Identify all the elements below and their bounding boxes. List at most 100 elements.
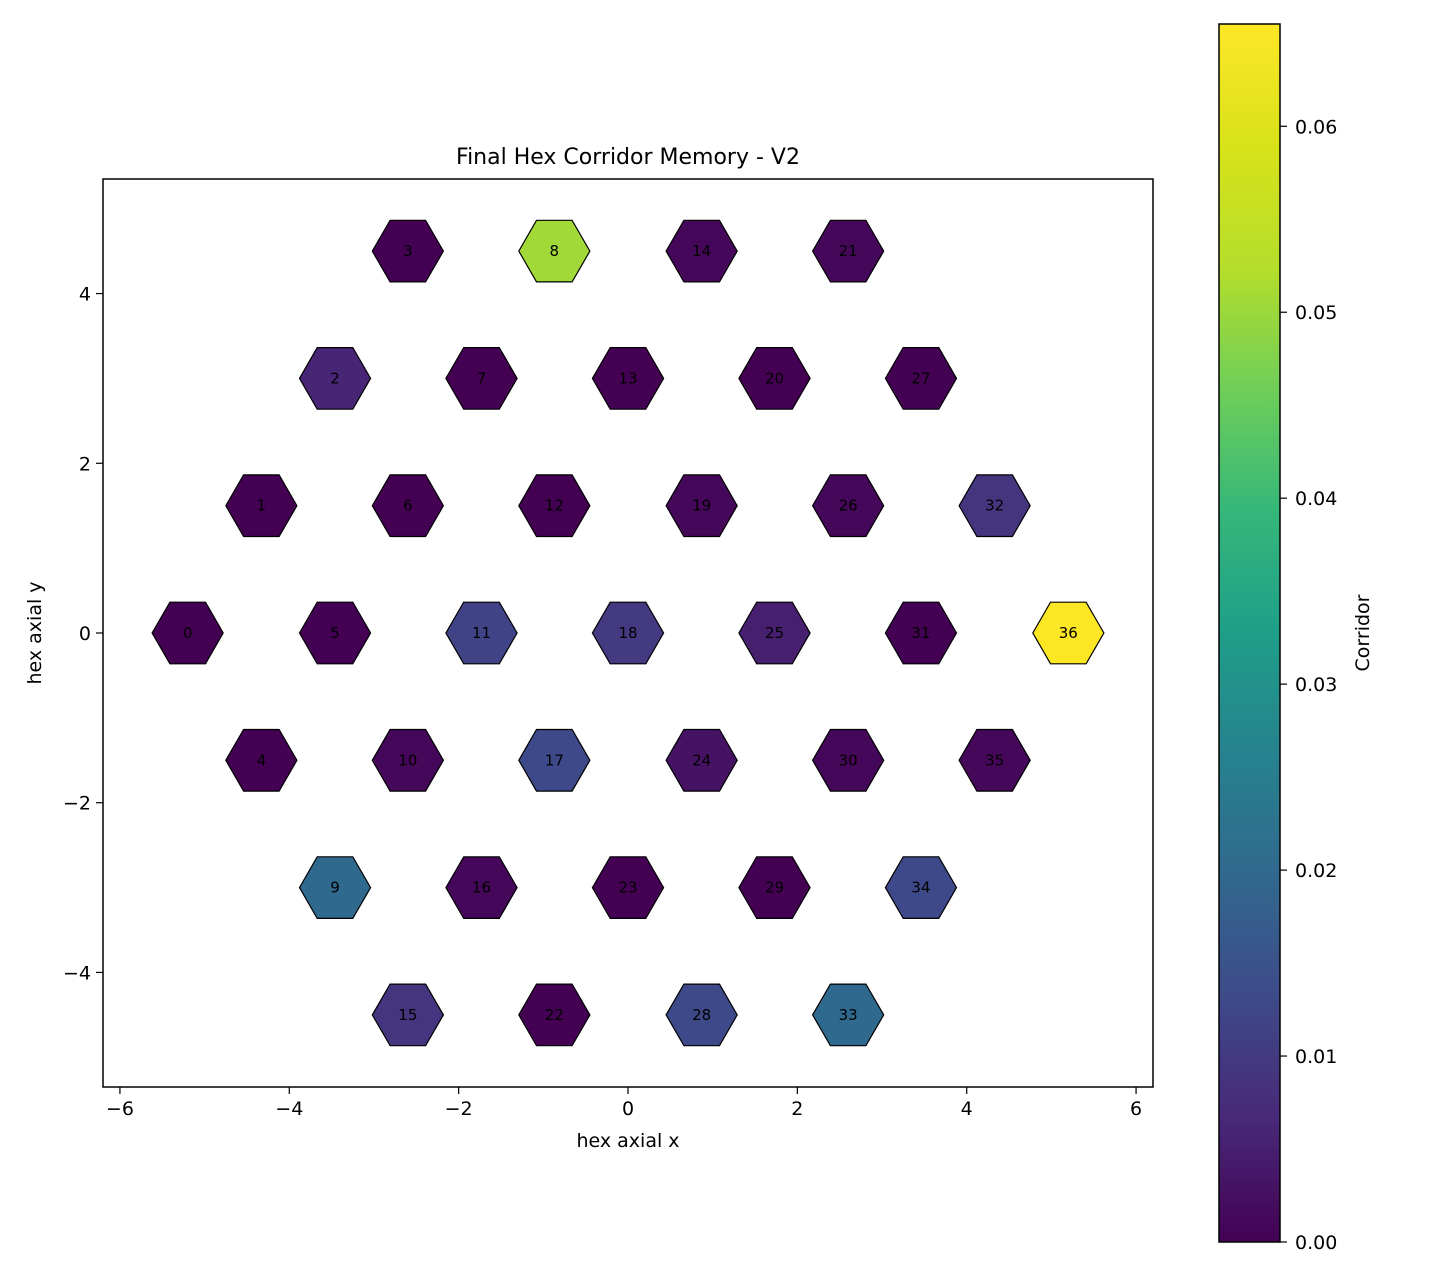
y-axis-ticks: −4 −2 0 2 4 [63,284,103,984]
hex-cell-35 [958,728,1031,792]
hex-cell-23 [591,856,665,920]
hex-cell-21 [811,219,885,283]
hex-cell-25 [738,601,811,665]
x-axis-ticks: −6 −4 −2 0 2 4 6 [106,1087,1142,1120]
hex-cell-label: 31 [911,624,930,642]
x-tick-label: −6 [106,1098,134,1120]
hex-cell-label: 22 [545,1006,564,1024]
hex-cell-15 [371,983,445,1047]
hex-cell-26 [811,474,885,538]
y-tick-label: 2 [79,453,91,475]
colorbar-tick-label: 0.05 [1295,302,1337,324]
hex-cell-label: 3 [403,242,413,260]
hex-cell-13 [591,347,665,410]
hex-cell-label: 36 [1059,624,1078,642]
hex-cell-18 [591,601,665,665]
x-tick-label: 6 [1130,1098,1142,1120]
colorbar-label: Corridor [1352,594,1374,671]
hex-cell-14 [665,219,738,283]
hex-cell-label: 18 [618,624,637,642]
hex-cell-label: 29 [765,879,784,897]
colorbar-tick-label: 0.02 [1295,860,1337,882]
hex-cell-2 [298,347,372,410]
hex-cell-label: 12 [545,497,564,515]
hex-cell-label: 17 [545,751,564,769]
colorbar-tick-label: 0.03 [1295,674,1337,696]
hex-cell-28 [665,983,738,1047]
hex-cell-17 [518,728,591,792]
hex-cell-label: 4 [257,751,267,769]
hex-cell-0 [151,601,224,665]
x-tick-label: −2 [445,1098,473,1120]
hex-cell-32 [958,474,1031,538]
hex-cell-label: 14 [692,242,711,260]
hex-cell-label: 6 [403,497,413,515]
hex-cell-label: 32 [985,497,1004,515]
hex-cell-12 [518,474,591,538]
hex-cell-label: 10 [398,751,417,769]
hex-cell-label: 15 [398,1006,417,1024]
y-tick-label: −4 [63,962,91,984]
x-tick-label: 2 [791,1098,803,1120]
hex-cell-label: 9 [330,879,340,897]
x-tick-label: −4 [275,1098,303,1120]
hex-cell-11 [445,601,518,665]
chart-title: Final Hex Corridor Memory - V2 [456,145,800,170]
x-tick-label: 0 [622,1098,634,1120]
hex-cell-label: 7 [477,369,487,387]
hex-cell-33 [811,983,885,1047]
colorbar: 0.00 0.01 0.02 0.03 0.04 0.05 0.06 Corridor [1218,23,1374,1254]
y-tick-label: −2 [63,793,91,815]
y-tick-label: 4 [79,284,91,306]
colorbar-tick-label: 0.06 [1295,116,1337,138]
hex-cell-9 [298,856,372,920]
hex-cell-label: 19 [692,497,711,515]
hex-cell-22 [518,983,591,1047]
hex-cell-label: 20 [765,369,784,387]
hex-cell-label: 34 [911,879,930,897]
hex-cell-label: 11 [472,624,491,642]
colorbar-tick-label: 0.00 [1295,1232,1337,1254]
hex-cell-label: 1 [257,497,267,515]
hex-cell-5 [298,601,372,665]
hex-cell-label: 30 [839,751,858,769]
hex-cell-label: 25 [765,624,784,642]
colorbar-ticks: 0.00 0.01 0.02 0.03 0.04 0.05 0.06 [1280,116,1337,1254]
hex-cell-label: 0 [183,624,193,642]
hex-cell-label: 28 [692,1006,711,1024]
hex-cell-34 [884,856,958,920]
hex-cell-3 [371,219,445,283]
hex-cell-36 [1032,601,1105,665]
hex-cell-label: 5 [330,624,340,642]
hex-cell-27 [884,347,958,410]
hex-cell-label: 35 [985,751,1004,769]
hex-cell-10 [371,728,445,792]
hex-cell-label: 13 [618,369,637,387]
hex-cell-8 [518,219,591,283]
colorbar-tick-label: 0.01 [1295,1046,1337,1068]
hex-cell-label: 16 [472,879,491,897]
hex-cell-label: 26 [839,497,858,515]
hex-cell-label: 24 [692,751,711,769]
hex-cell-16 [445,856,518,920]
hex-cell-4 [225,728,298,792]
hex-cell-label: 23 [618,879,637,897]
y-tick-label: 0 [79,623,91,645]
hex-cell-29 [738,856,811,920]
hex-cell-label: 8 [550,242,560,260]
hex-cell-1 [225,474,298,538]
hex-cell-24 [665,728,738,792]
x-axis-label: hex axial x [576,1130,679,1152]
hex-cell-7 [445,347,518,410]
plot-area: 0123456789101112131415161718192021222324… [63,178,1154,1120]
hex-cell-20 [738,347,811,410]
hex-cell-label: 33 [839,1006,858,1024]
hex-cell-6 [371,474,445,538]
hex-cell-31 [884,601,958,665]
colorbar-gradient [1218,23,1281,1243]
hex-cell-label: 21 [839,242,858,260]
hex-cell-label: 2 [330,369,340,387]
colorbar-tick-label: 0.04 [1295,488,1337,510]
hex-cell-label: 27 [911,369,930,387]
